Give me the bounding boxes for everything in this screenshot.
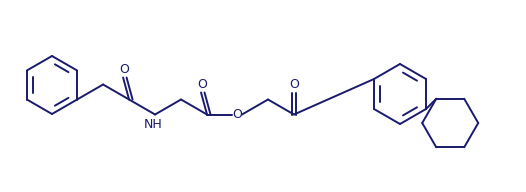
Text: O: O [198, 78, 207, 91]
Text: O: O [232, 108, 242, 121]
Text: O: O [119, 63, 129, 76]
Text: O: O [289, 78, 299, 91]
Text: NH: NH [144, 118, 163, 131]
